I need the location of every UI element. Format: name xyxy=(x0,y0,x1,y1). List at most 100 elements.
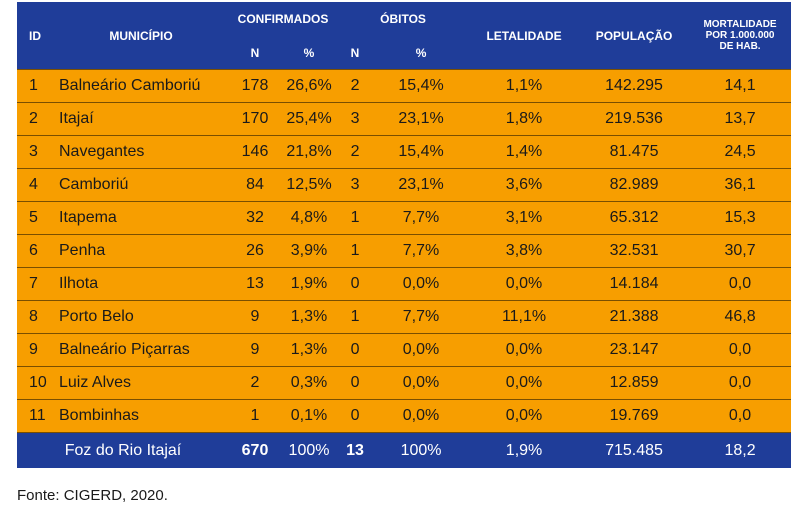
cell-municipio: Porto Belo xyxy=(53,300,229,334)
header-obitos: ÓBITOS xyxy=(337,2,470,36)
cell-populacao: 19.769 xyxy=(579,399,690,433)
cell-letalidade: 3,8% xyxy=(469,234,580,268)
cell-populacao: 82.989 xyxy=(579,168,690,202)
cell-confirmados-n: 170 xyxy=(229,102,281,136)
cell-obitos-pct: 0,0% xyxy=(373,333,470,367)
cell-confirmados-n: 1 xyxy=(229,399,281,433)
cell-letalidade: 0,0% xyxy=(469,399,580,433)
cell-populacao: 32.531 xyxy=(579,234,690,268)
cell-id: 4 xyxy=(17,168,53,202)
cell-obitos-pct: 15,4% xyxy=(373,135,470,169)
table-row: 11 Bombinhas 1 0,1% 0 0,0% 0,0% 19.769 0,0 xyxy=(17,399,792,433)
cell-confirmados-n: 9 xyxy=(229,333,281,367)
header-obitos-pct: % xyxy=(373,36,470,70)
cell-confirmados-pct: 26,6% xyxy=(281,69,338,103)
header-mortalidade: MORTALIDADE POR 1.000.000 DE HAB. xyxy=(689,2,792,70)
cell-mortalidade: 0,0 xyxy=(689,399,792,433)
cell-mortalidade: 24,5 xyxy=(689,135,792,169)
header-mortalidade-line2: POR 1.000.000 xyxy=(705,30,775,41)
table-header: ID MUNICÍPIO CONFIRMADOS ÓBITOS LETALIDA… xyxy=(17,2,792,70)
cell-mortalidade: 15,3 xyxy=(689,201,792,235)
cell-municipio: Navegantes xyxy=(53,135,229,169)
cell-confirmados-n: 9 xyxy=(229,300,281,334)
total-obitos-pct: 100% xyxy=(373,432,470,468)
cell-mortalidade: 0,0 xyxy=(689,333,792,367)
cell-mortalidade: 30,7 xyxy=(689,234,792,268)
cell-municipio: Camboriú xyxy=(53,168,229,202)
cell-populacao: 14.184 xyxy=(579,267,690,301)
header-letalidade: LETALIDADE xyxy=(469,2,580,70)
cell-obitos-pct: 7,7% xyxy=(373,300,470,334)
cell-letalidade: 0,0% xyxy=(469,333,580,367)
cell-confirmados-pct: 0,1% xyxy=(281,399,338,433)
table-row: 6 Penha 26 3,9% 1 7,7% 3,8% 32.531 30,7 xyxy=(17,234,792,268)
cell-letalidade: 0,0% xyxy=(469,267,580,301)
table-footer: Foz do Rio Itajaí 670 100% 13 100% 1,9% … xyxy=(17,432,792,468)
cell-confirmados-n: 32 xyxy=(229,201,281,235)
cell-obitos-n: 0 xyxy=(337,267,374,301)
cell-confirmados-n: 84 xyxy=(229,168,281,202)
header-confirmados-pct: % xyxy=(281,36,338,70)
cell-confirmados-pct: 3,9% xyxy=(281,234,338,268)
cell-confirmados-n: 13 xyxy=(229,267,281,301)
cell-confirmados-pct: 4,8% xyxy=(281,201,338,235)
cell-obitos-n: 0 xyxy=(337,333,374,367)
header-confirmados: CONFIRMADOS xyxy=(229,2,338,36)
cell-obitos-pct: 0,0% xyxy=(373,366,470,400)
total-obitos-n: 13 xyxy=(337,432,374,468)
table-row: 9 Balneário Piçarras 9 1,3% 0 0,0% 0,0% 23.147 0… xyxy=(17,333,792,367)
cell-confirmados-pct: 12,5% xyxy=(281,168,338,202)
cell-populacao: 21.388 xyxy=(579,300,690,334)
cell-obitos-pct: 15,4% xyxy=(373,69,470,103)
data-table-container: ID MUNICÍPIO CONFIRMADOS ÓBITOS LETALIDA… xyxy=(17,2,792,468)
cell-obitos-pct: 7,7% xyxy=(373,201,470,235)
cell-mortalidade: 46,8 xyxy=(689,300,792,334)
cell-obitos-pct: 7,7% xyxy=(373,234,470,268)
table-row: 1 Balneário Camboriú 178 26,6% 2 15,4% 1,1% 142… xyxy=(17,69,792,103)
cell-municipio: Ilhota xyxy=(53,267,229,301)
cell-populacao: 65.312 xyxy=(579,201,690,235)
cell-id: 1 xyxy=(17,69,53,103)
cell-obitos-n: 0 xyxy=(337,366,374,400)
cell-confirmados-pct: 1,9% xyxy=(281,267,338,301)
cell-letalidade: 0,0% xyxy=(469,366,580,400)
cell-municipio: Itajaí xyxy=(53,102,229,136)
cell-letalidade: 1,4% xyxy=(469,135,580,169)
cell-obitos-n: 1 xyxy=(337,234,374,268)
cell-confirmados-n: 26 xyxy=(229,234,281,268)
cell-id: 11 xyxy=(17,399,53,433)
header-mortalidade-line3: DE HAB. xyxy=(719,41,761,52)
cell-id: 2 xyxy=(17,102,53,136)
table-row: 3 Navegantes 146 21,8% 2 15,4% 1,4% 81.475 24,5 xyxy=(17,135,792,169)
header-id: ID xyxy=(17,2,53,70)
cell-id: 9 xyxy=(17,333,53,367)
cell-obitos-n: 3 xyxy=(337,102,374,136)
cell-mortalidade: 36,1 xyxy=(689,168,792,202)
cell-confirmados-pct: 1,3% xyxy=(281,333,338,367)
cell-id: 5 xyxy=(17,201,53,235)
header-confirmados-n: N xyxy=(229,36,281,70)
cell-obitos-n: 1 xyxy=(337,300,374,334)
cell-letalidade: 3,6% xyxy=(469,168,580,202)
table-row: 4 Camboriú 84 12,5% 3 23,1% 3,6% 82.989 36,1 xyxy=(17,168,792,202)
cell-id: 8 xyxy=(17,300,53,334)
cell-mortalidade: 14,1 xyxy=(689,69,792,103)
cell-populacao: 23.147 xyxy=(579,333,690,367)
cell-confirmados-n: 178 xyxy=(229,69,281,103)
header-populacao: POPULAÇÃO xyxy=(579,2,690,70)
cell-id: 3 xyxy=(17,135,53,169)
cell-confirmados-pct: 1,3% xyxy=(281,300,338,334)
cell-letalidade: 1,8% xyxy=(469,102,580,136)
cell-mortalidade: 0,0 xyxy=(689,366,792,400)
cell-municipio: Penha xyxy=(53,234,229,268)
cell-mortalidade: 0,0 xyxy=(689,267,792,301)
table-row: 7 Ilhota 13 1,9% 0 0,0% 0,0% 14.184 0,0 xyxy=(17,267,792,301)
cell-municipio: Itapema xyxy=(53,201,229,235)
cell-obitos-n: 1 xyxy=(337,201,374,235)
cell-confirmados-pct: 21,8% xyxy=(281,135,338,169)
cell-populacao: 142.295 xyxy=(579,69,690,103)
cell-obitos-n: 2 xyxy=(337,69,374,103)
cell-letalidade: 3,1% xyxy=(469,201,580,235)
table-row: 8 Porto Belo 9 1,3% 1 7,7% 11,1% 21.388 46,8 xyxy=(17,300,792,334)
cell-confirmados-pct: 0,3% xyxy=(281,366,338,400)
